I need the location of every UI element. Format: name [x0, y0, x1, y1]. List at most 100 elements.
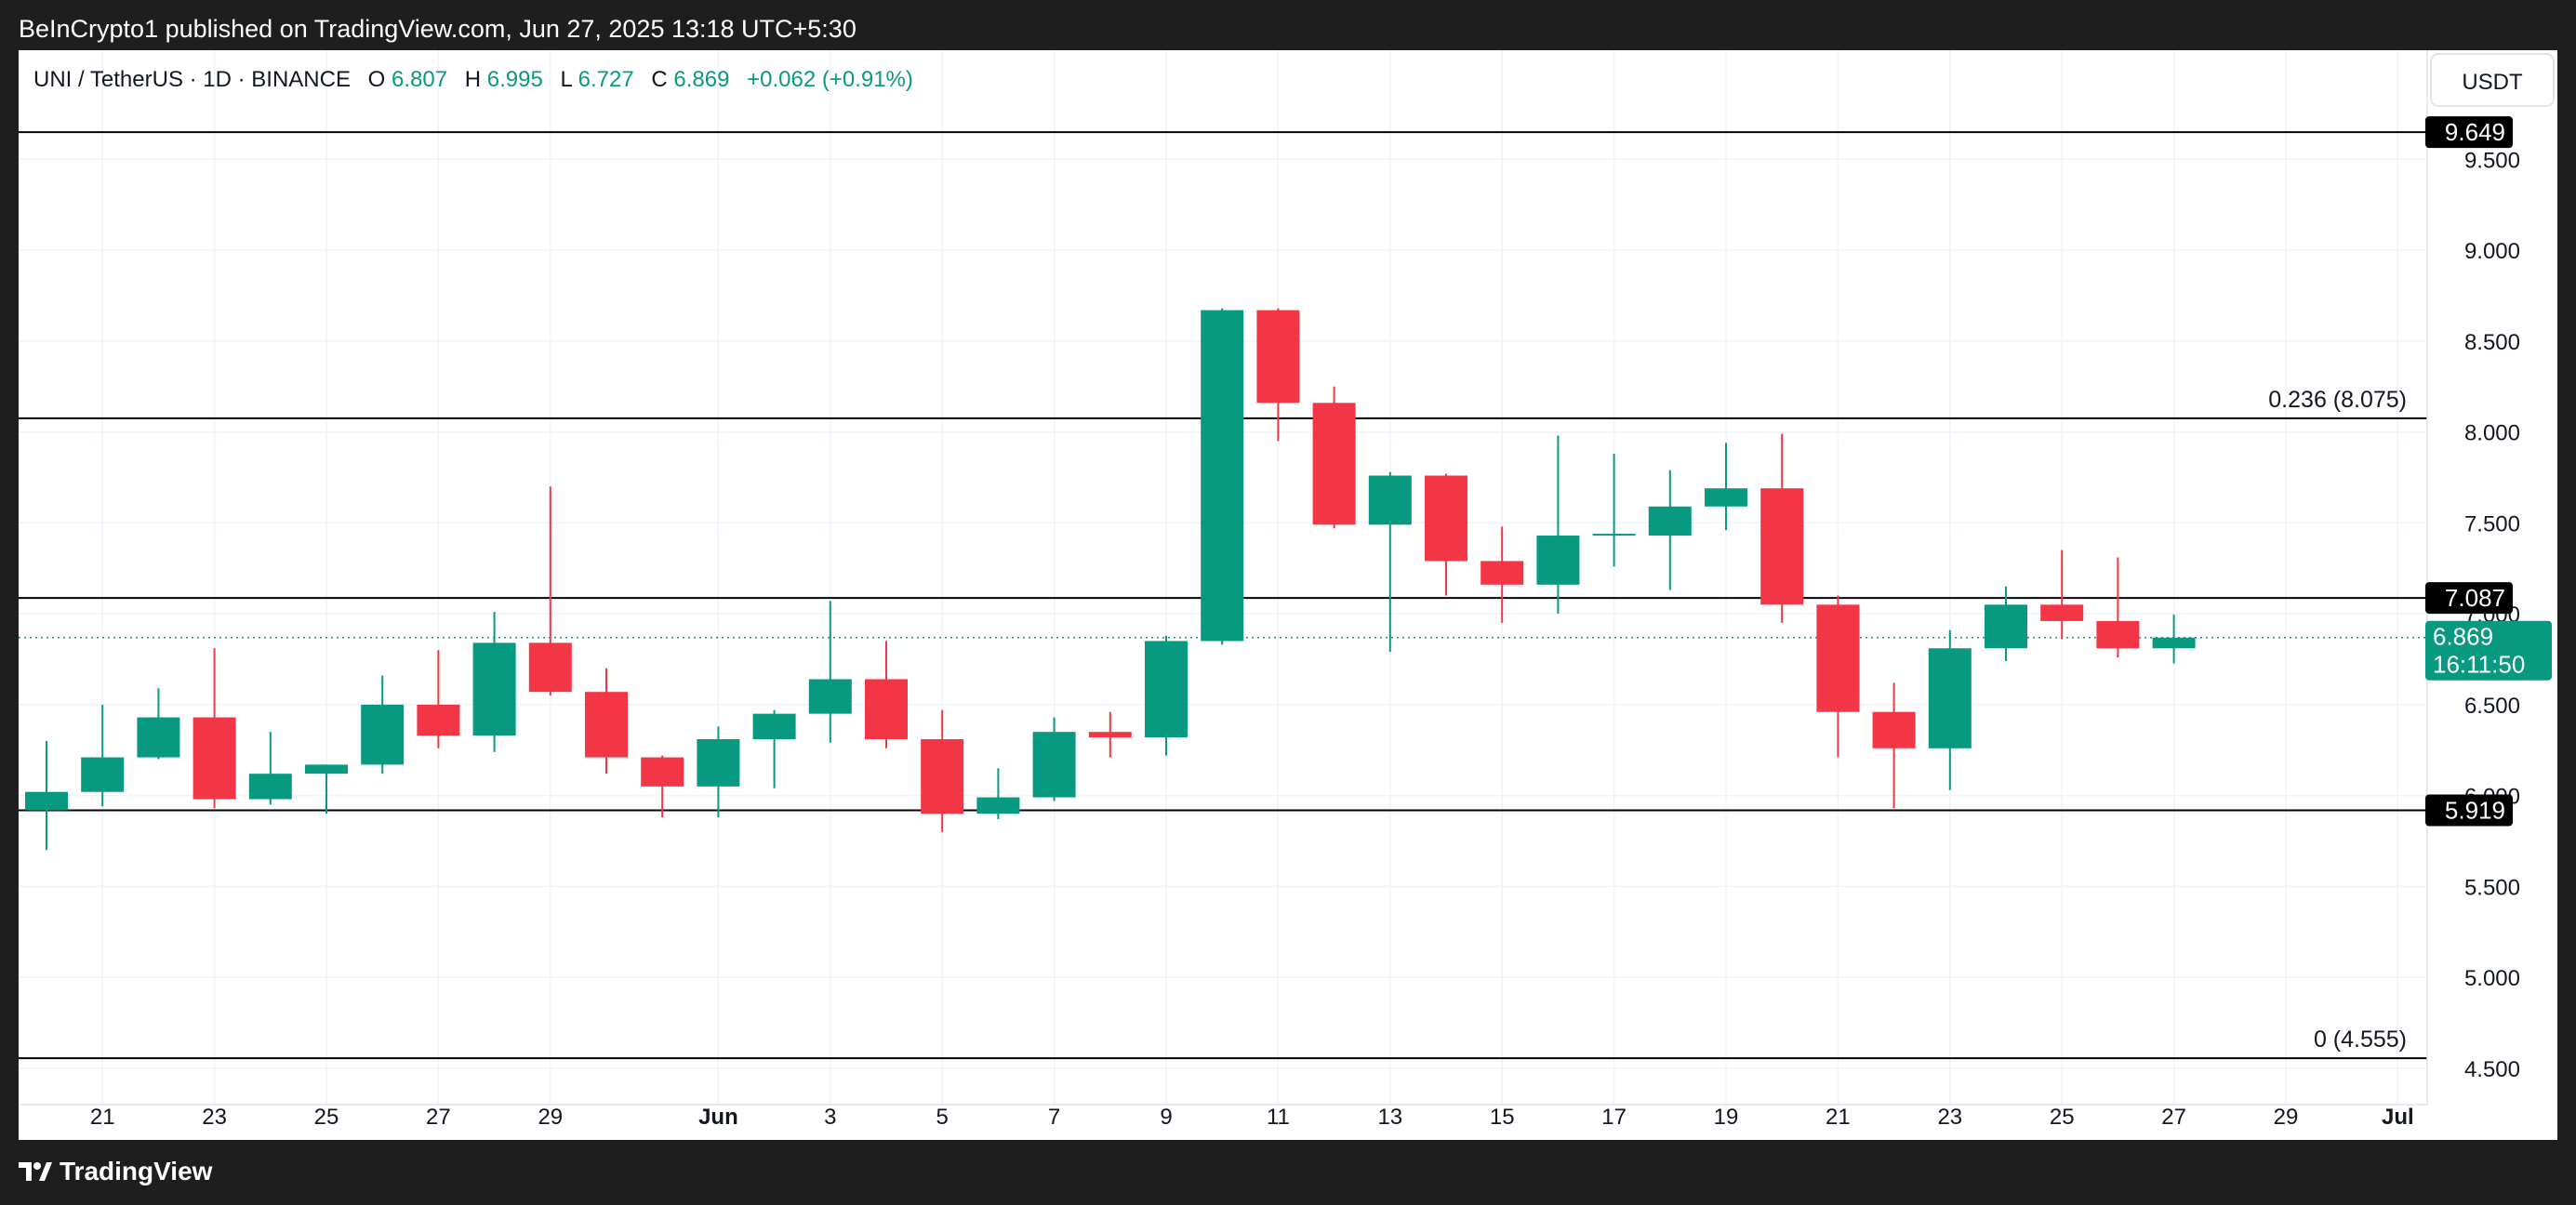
level-price-tag: 7.087 — [2425, 582, 2513, 615]
candle-body — [1592, 534, 1636, 536]
candle-body — [1032, 732, 1076, 798]
candle-body — [585, 692, 628, 758]
currency-label: USDT — [2462, 70, 2523, 95]
candle-body — [25, 791, 68, 811]
x-tick-label: 27 — [2161, 1105, 2186, 1130]
low-label: L — [560, 67, 572, 92]
y-tick-label: 5.500 — [2464, 875, 2520, 900]
candle — [193, 648, 236, 809]
candles-layer — [25, 308, 2196, 851]
tradingview-logo-icon — [19, 1162, 52, 1181]
candle-countdown: 16:11:50 — [2433, 651, 2525, 679]
x-tick-label: 5 — [936, 1105, 949, 1130]
candle — [2152, 615, 2196, 664]
open-label: O — [368, 67, 386, 92]
candle — [417, 650, 460, 748]
candle — [865, 641, 908, 748]
candle — [1088, 711, 1132, 758]
low-value: 6.727 — [578, 67, 634, 92]
x-tick-label: 15 — [1490, 1105, 1515, 1130]
candle-body — [137, 717, 180, 758]
candle-body — [697, 739, 740, 787]
tradingview-logo[interactable]: TradingView — [19, 1157, 212, 1186]
candle — [921, 709, 964, 832]
published-text: BeInCrypto1 published on TradingView.com… — [19, 15, 856, 43]
x-tick-label: 23 — [202, 1105, 227, 1130]
candle — [585, 668, 628, 775]
candle-body — [2152, 637, 2196, 649]
x-tick-label: Jul — [2382, 1105, 2414, 1130]
candle-body — [1368, 475, 1412, 525]
level-price-tag: 9.649 — [2425, 116, 2513, 149]
candle-body — [1312, 403, 1356, 525]
level-price-tag-text: 9.649 — [2445, 118, 2505, 146]
close-value: 6.869 — [673, 67, 729, 92]
x-tick-label: 29 — [538, 1105, 563, 1130]
tradingview-brand: TradingView — [60, 1157, 213, 1185]
candle — [248, 732, 292, 805]
level-label: 0 (4.555) — [2314, 1026, 2407, 1053]
candle — [1256, 308, 1300, 442]
y-tick-label: 5.000 — [2464, 966, 2520, 991]
chart-panel[interactable]: 0.236 (8.075) 0 (4.555) 4.500 5.000 5.500 6.… — [19, 50, 2557, 1140]
candle-body — [305, 764, 348, 775]
change-value: +0.062 (+0.91%) — [747, 67, 913, 92]
candle — [976, 768, 1020, 820]
candle-body — [1648, 506, 1692, 536]
candle-body — [865, 679, 908, 740]
x-tick-label: 29 — [2274, 1105, 2299, 1130]
candle — [808, 601, 852, 743]
x-tick-label: 23 — [1937, 1105, 1962, 1130]
grid-layer — [19, 50, 2427, 1105]
candle-body — [2040, 604, 2084, 621]
candle-body — [752, 713, 796, 740]
candle — [697, 726, 740, 818]
candle — [1760, 433, 1804, 623]
level-price-tag-text: 5.919 — [2445, 796, 2505, 824]
symbol-label: UNI / TetherUS · 1D · BINANCE — [33, 67, 351, 92]
y-tick-label: 9.000 — [2464, 239, 2520, 264]
candle-body — [1481, 561, 1524, 585]
level-price-tag-bg — [2425, 116, 2513, 149]
candle — [472, 612, 516, 752]
current-price-tag-bg — [2425, 620, 2552, 681]
candle — [1032, 717, 1076, 801]
level-price-tag-text: 7.087 — [2445, 584, 2505, 612]
y-tick-label: 9.500 — [2464, 148, 2520, 173]
candle — [1145, 635, 1188, 756]
candle — [752, 709, 796, 788]
candle-body — [1760, 488, 1804, 605]
price-chart[interactable]: 0.236 (8.075) 0 (4.555) 4.500 5.000 5.500 6.… — [19, 50, 2557, 1140]
candle-body — [1536, 536, 1580, 585]
candle-body — [641, 757, 684, 787]
candle — [641, 755, 684, 818]
candle — [361, 675, 405, 775]
candle-body — [1256, 310, 1300, 404]
candle-body — [976, 797, 1020, 814]
candle — [25, 740, 68, 851]
candle — [1705, 443, 1747, 531]
candle-body — [808, 679, 852, 714]
x-tick-label: Jun — [698, 1105, 738, 1130]
level-price-tag-bg — [2425, 794, 2513, 827]
candle — [1312, 386, 1356, 529]
candle-body — [248, 774, 292, 800]
close-label: C — [651, 67, 667, 92]
candle — [1928, 629, 1972, 790]
candle-body — [1425, 475, 1467, 562]
x-tick-label: 3 — [824, 1105, 836, 1130]
axes-layer: 4.5005.0005.5006.0006.5007.0007.5008.000… — [19, 50, 2520, 1130]
footer-bar: TradingView — [0, 1140, 2576, 1205]
currency-button[interactable]: USDT — [2430, 53, 2555, 107]
candle-body — [193, 717, 236, 800]
candle-body — [1705, 488, 1747, 507]
level-label: 0.236 (8.075) — [2268, 387, 2407, 413]
x-tick-label: 25 — [314, 1105, 339, 1130]
high-label: H — [465, 67, 481, 92]
candle-body — [1145, 641, 1188, 738]
y-tick-label: 8.500 — [2464, 330, 2520, 355]
candle-body — [1872, 711, 1916, 748]
candle — [1425, 473, 1467, 596]
